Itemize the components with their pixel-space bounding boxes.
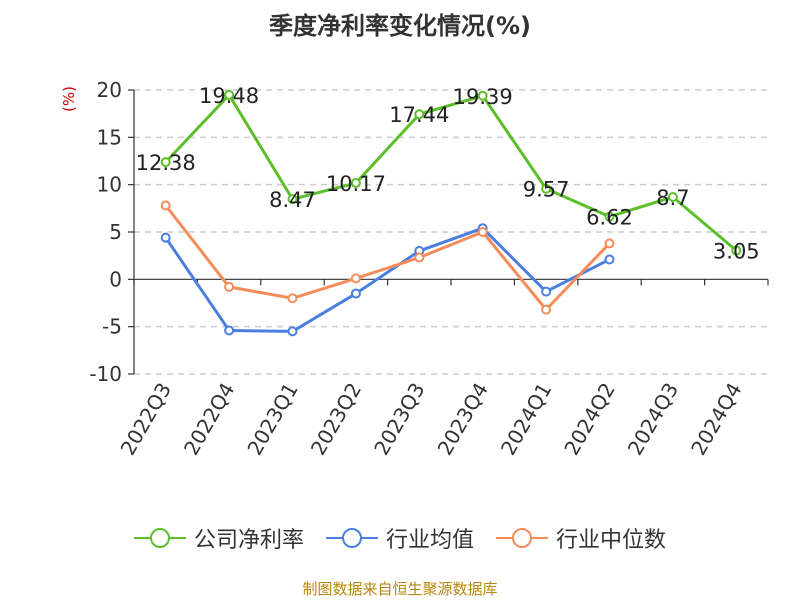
series-line [164, 204, 611, 312]
x-tick-label: 2023Q2 [306, 379, 366, 460]
data-label: 6.62 [586, 206, 633, 230]
data-point [604, 238, 615, 249]
data-point [541, 286, 552, 297]
data-point [287, 326, 298, 337]
data-label: 8.47 [269, 188, 316, 212]
y-tick-label: 0 [109, 267, 122, 291]
data-point [667, 191, 678, 202]
y-tick-label: 20 [97, 78, 122, 102]
data-point [541, 304, 552, 315]
data-point [224, 89, 235, 100]
data-point [604, 211, 615, 222]
x-tick-label: 2023Q4 [433, 379, 493, 460]
x-tick-label: 2023Q1 [242, 379, 302, 460]
y-tick-label: 5 [109, 220, 122, 244]
data-label: 17.44 [389, 103, 449, 127]
data-point [224, 325, 235, 336]
legend-label: 行业中位数 [556, 528, 667, 553]
data-label: 19.39 [453, 85, 513, 109]
data-point [160, 200, 171, 211]
legend: 公司净利率 行业均值 行业中位数 [0, 520, 800, 556]
data-point [414, 109, 425, 120]
legend-marker-icon [133, 528, 186, 548]
data-point [287, 194, 298, 205]
x-tick-label: 2023Q3 [369, 379, 429, 460]
y-tick-label: 10 [97, 173, 122, 197]
x-tick-label: 2024Q4 [686, 379, 746, 460]
data-label: 9.57 [523, 178, 570, 202]
data-label: 8.7 [656, 186, 689, 210]
data-point [604, 254, 615, 265]
x-tick-label: 2024Q1 [496, 379, 556, 460]
data-label: 3.05 [713, 239, 760, 263]
x-tick-label: 2022Q4 [179, 379, 239, 460]
series-line [164, 93, 738, 252]
x-tick-label: 2022Q3 [116, 379, 176, 460]
legend-item[interactable]: 行业均值 [325, 522, 474, 554]
data-point [350, 273, 361, 284]
data-label: 19.48 [199, 84, 259, 108]
data-point [224, 281, 235, 292]
data-point [160, 157, 171, 168]
x-tick-label: 2024Q3 [623, 379, 683, 460]
series-line [164, 226, 611, 333]
x-tick-label: 2024Q2 [559, 379, 619, 460]
data-label: 12.38 [136, 151, 196, 175]
data-point [541, 183, 552, 194]
data-point [731, 245, 742, 256]
data-point [414, 252, 425, 263]
chart-title: 季度净利率变化情况(%) [269, 12, 531, 40]
legend-item[interactable]: 公司净利率 [133, 522, 304, 554]
source-footer: 制图数据来自恒生聚源数据库 [302, 580, 498, 598]
legend-marker-icon [496, 528, 548, 548]
data-point [350, 288, 361, 299]
y-tick-label: -10 [89, 362, 122, 386]
legend-item[interactable]: 行业中位数 [496, 522, 666, 554]
data-point [350, 178, 361, 189]
legend-label: 行业均值 [385, 528, 474, 553]
legend-label: 公司净利率 [193, 528, 304, 553]
data-point [287, 293, 298, 304]
data-point [477, 90, 488, 101]
data-label: 10.17 [326, 172, 386, 196]
data-point [477, 227, 488, 237]
data-point [160, 232, 171, 243]
y-tick-label: -5 [102, 315, 122, 339]
legend-marker-icon [325, 528, 378, 548]
y-tick-label: 15 [97, 125, 122, 149]
